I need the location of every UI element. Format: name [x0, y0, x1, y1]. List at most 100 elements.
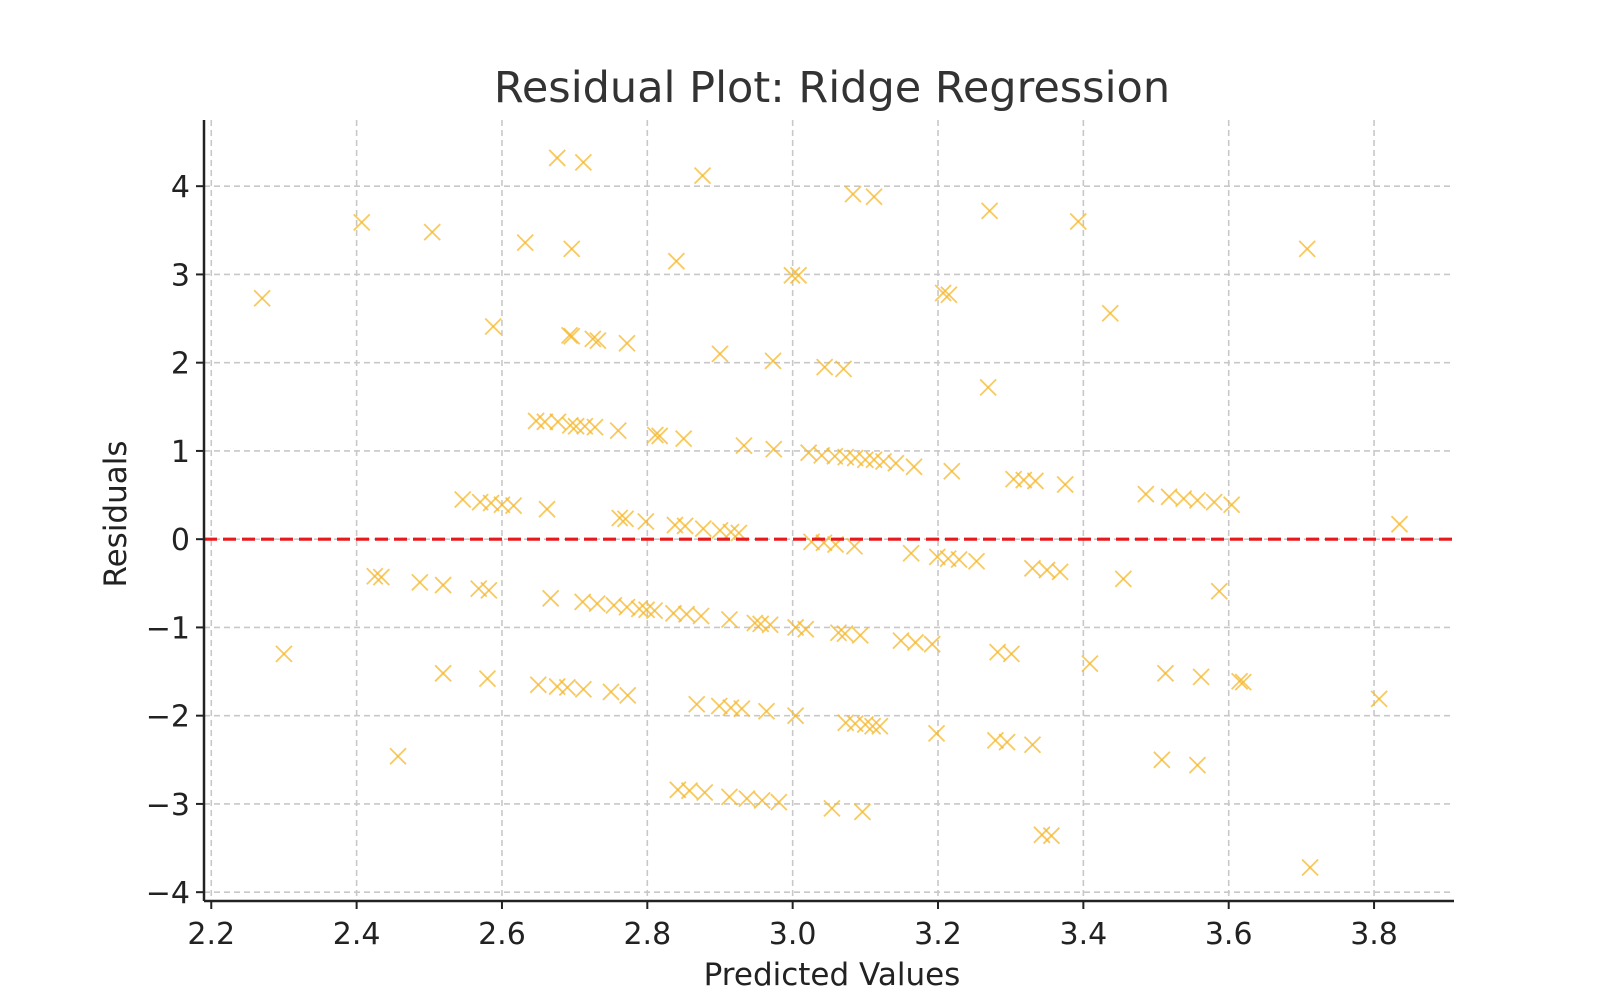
- marker-stroke: [516, 234, 534, 252]
- marker-stroke: [588, 594, 606, 613]
- residual-point: [574, 153, 592, 171]
- marker-stroke: [677, 605, 696, 623]
- residual-point: [529, 676, 547, 694]
- marker-stroke: [783, 266, 801, 284]
- x-tick-label: 2.2: [187, 917, 235, 952]
- residual-point: [943, 462, 961, 480]
- marker-stroke: [561, 416, 579, 434]
- marker-stroke: [738, 789, 756, 808]
- marker-stroke: [637, 601, 656, 619]
- residual-point: [616, 510, 635, 528]
- residual-point: [630, 600, 648, 618]
- marker-stroke: [730, 524, 748, 542]
- gridlines: [204, 120, 1454, 901]
- x-tick-label: 2.4: [333, 917, 381, 952]
- marker-stroke: [887, 454, 905, 472]
- marker-stroke: [482, 494, 500, 512]
- marker-stroke: [1234, 673, 1252, 691]
- marker-stroke: [871, 717, 889, 735]
- marker-stroke: [548, 677, 566, 696]
- marker-stroke: [676, 517, 694, 535]
- residual-point: [693, 166, 712, 185]
- marker-stroke: [720, 788, 739, 806]
- marker-stroke: [573, 593, 592, 611]
- residual-point: [986, 731, 1005, 750]
- residual-point: [676, 517, 694, 535]
- residual-point: [536, 413, 554, 431]
- residual-point: [902, 544, 920, 562]
- residual-point: [940, 286, 958, 304]
- residual-point: [950, 550, 968, 569]
- marker-stroke: [1033, 826, 1051, 844]
- marker-stroke: [1023, 736, 1042, 754]
- residual-point: [834, 360, 853, 378]
- marker-stroke: [574, 153, 592, 171]
- marker-stroke: [934, 284, 952, 302]
- residual-point: [1137, 485, 1155, 503]
- residual-point: [1081, 654, 1099, 673]
- marker-stroke: [666, 516, 684, 534]
- x-tick-label: 3.6: [1205, 917, 1253, 952]
- marker-stroke: [746, 614, 764, 632]
- marker-stroke: [998, 733, 1016, 751]
- residual-point: [646, 426, 664, 444]
- marker-stroke: [618, 334, 636, 352]
- marker-stroke: [651, 427, 669, 445]
- residual-point: [584, 330, 602, 348]
- residual-point: [1023, 559, 1042, 577]
- marker-stroke: [563, 240, 581, 258]
- y-axis-label: Residuals: [98, 440, 134, 587]
- residual-point: [692, 607, 710, 625]
- marker-stroke: [1370, 690, 1388, 708]
- marker-stroke: [1160, 488, 1178, 506]
- marker-stroke: [478, 669, 497, 688]
- marker-stroke: [823, 799, 841, 817]
- residual-point: [549, 413, 567, 431]
- y-tick-label: −2: [146, 700, 190, 735]
- marker-stroke: [735, 437, 753, 455]
- marker-stroke: [536, 413, 554, 431]
- residual-point: [928, 548, 946, 566]
- marker-stroke: [529, 676, 547, 694]
- residual-point: [602, 683, 620, 701]
- residual-point: [1370, 690, 1388, 708]
- marker-stroke: [764, 352, 782, 370]
- marker-stroke: [829, 624, 848, 642]
- residual-point: [1301, 858, 1319, 877]
- marker-stroke: [837, 448, 855, 466]
- marker-stroke: [584, 330, 602, 348]
- residual-point: [1101, 304, 1119, 322]
- residual-point: [1230, 672, 1249, 690]
- marker-stroke: [542, 589, 560, 607]
- marker-stroke: [813, 446, 831, 464]
- x-tick-label: 3.4: [1060, 917, 1108, 952]
- marker-stroke: [353, 213, 371, 232]
- marker-stroke: [611, 509, 629, 527]
- residual-point: [516, 234, 534, 252]
- residual-point: [764, 352, 782, 370]
- marker-stroke: [722, 523, 740, 541]
- marker-stroke: [865, 451, 883, 469]
- marker-stroke: [664, 604, 683, 622]
- residual-point: [998, 733, 1016, 751]
- residual-point: [253, 289, 271, 307]
- marker-stroke: [470, 579, 488, 598]
- residual-point: [906, 633, 925, 652]
- residual-point: [664, 604, 683, 622]
- marker-stroke: [988, 643, 1007, 661]
- residual-point: [836, 624, 854, 643]
- chart-title: Residual Plot: Ridge Regression: [494, 63, 1170, 113]
- marker-stroke: [940, 286, 958, 304]
- marker-stroke: [892, 632, 910, 650]
- marker-stroke: [902, 544, 920, 562]
- residual-point: [637, 512, 655, 531]
- marker-stroke: [856, 715, 874, 734]
- residual-point: [589, 331, 607, 350]
- residual-point: [770, 793, 788, 811]
- residual-point: [1153, 751, 1171, 769]
- residual-point: [1205, 493, 1223, 511]
- marker-stroke: [711, 521, 729, 539]
- residual-point: [786, 707, 805, 725]
- marker-stroke: [454, 490, 472, 509]
- residual-point: [538, 500, 556, 518]
